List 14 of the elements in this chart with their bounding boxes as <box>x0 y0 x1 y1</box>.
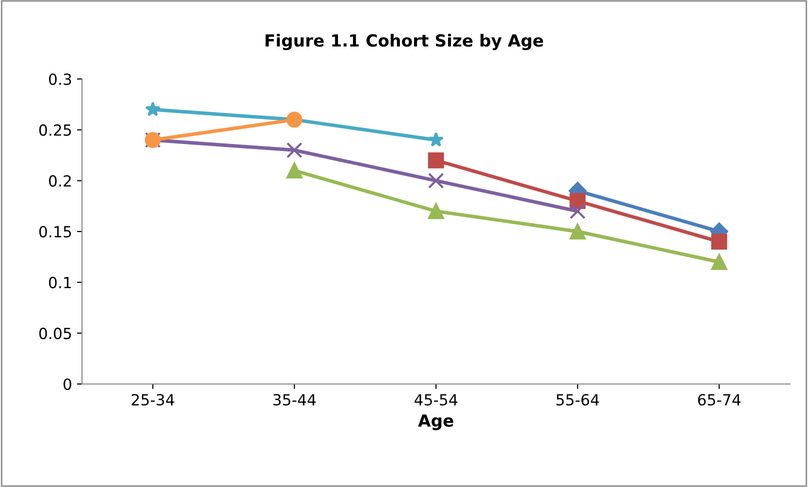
y-tick-label: 0.3 <box>48 73 72 86</box>
y-tick-label: 0.05 <box>39 328 71 340</box>
x-tick-label: 35-44 <box>273 394 316 406</box>
x-tick-label: 55-64 <box>556 394 599 406</box>
chart-title: Figure 1.1 Cohort Size by Age <box>266 34 544 50</box>
x-tick-label: 45-54 <box>414 394 458 406</box>
x-tick-label: 25-34 <box>132 394 174 406</box>
x-tick-label: 65-74 <box>698 394 741 406</box>
y-tick-label: 0.15 <box>39 226 71 238</box>
y-tick-label: 0.2 <box>48 175 71 187</box>
y-tick-label: 0.1 <box>48 276 71 288</box>
x-axis-title: Age <box>418 414 454 430</box>
y-tick-label: 0.25 <box>39 124 71 136</box>
y-tick-label: 0 <box>64 378 72 390</box>
